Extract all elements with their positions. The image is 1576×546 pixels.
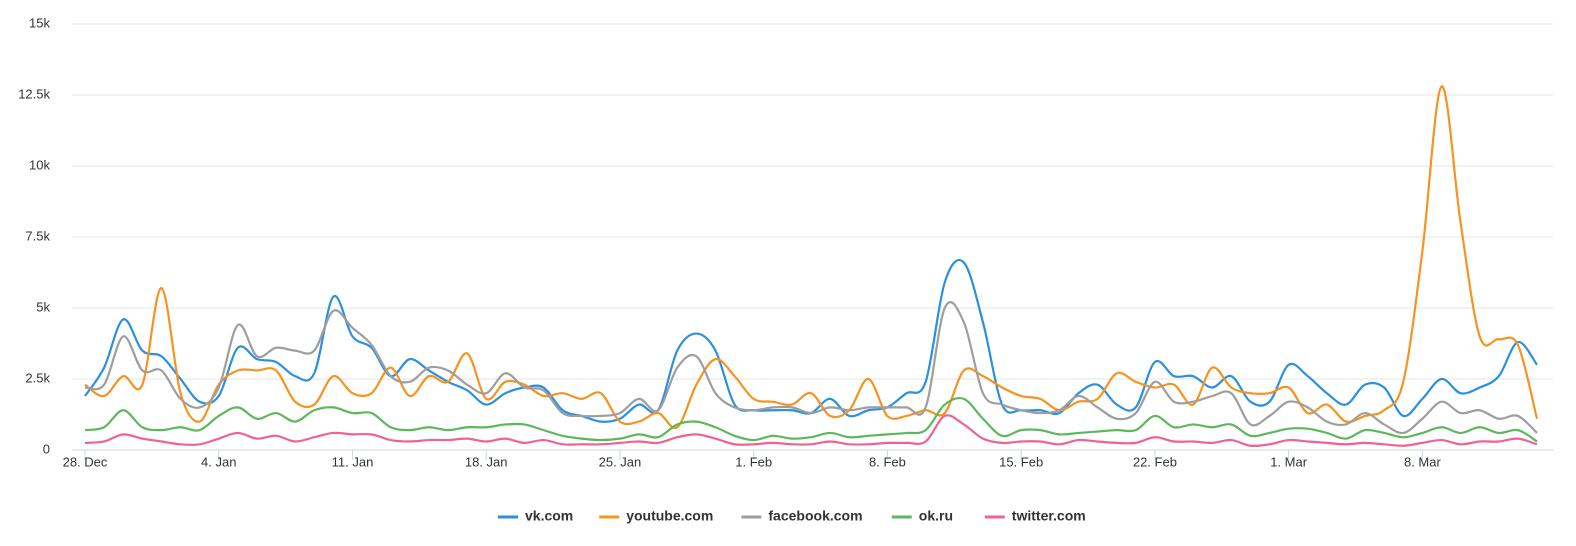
y-tick-label: 0	[43, 441, 50, 456]
x-tick-label: 28. Dec	[63, 454, 108, 469]
legend-label: twitter.com	[1012, 508, 1086, 524]
y-tick-label: 7.5k	[25, 228, 50, 243]
line	[84, 396, 1538, 443]
x-tick-label: 4. Jan	[201, 454, 236, 469]
y-tick-label: 15k	[29, 15, 50, 30]
x-tick-label: 18. Jan	[465, 454, 508, 469]
legend-label: vk.com	[525, 508, 573, 524]
line	[84, 85, 1539, 430]
legend-label: youtube.com	[626, 508, 713, 524]
x-tick-label: 8. Feb	[869, 454, 906, 469]
x-tick-label: 11. Jan	[332, 454, 374, 469]
legend-label: ok.ru	[919, 508, 953, 524]
line	[84, 414, 1538, 448]
x-tick-label: 1. Mar	[1270, 454, 1308, 469]
x-tick-label: 15. Feb	[999, 454, 1043, 469]
y-tick-label: 12.5k	[18, 86, 50, 101]
y-tick-label: 2.5k	[25, 370, 50, 385]
legend-label: facebook.com	[768, 508, 862, 524]
x-tick-label: 22. Feb	[1133, 454, 1177, 469]
x-tick-label: 8. Mar	[1404, 454, 1442, 469]
line	[84, 259, 1538, 423]
x-tick-label: 25. Jan	[599, 454, 642, 469]
y-tick-label: 5k	[36, 299, 50, 314]
x-tick-label: 1. Feb	[735, 454, 772, 469]
line	[84, 301, 1538, 435]
y-tick-label: 10k	[29, 157, 50, 172]
